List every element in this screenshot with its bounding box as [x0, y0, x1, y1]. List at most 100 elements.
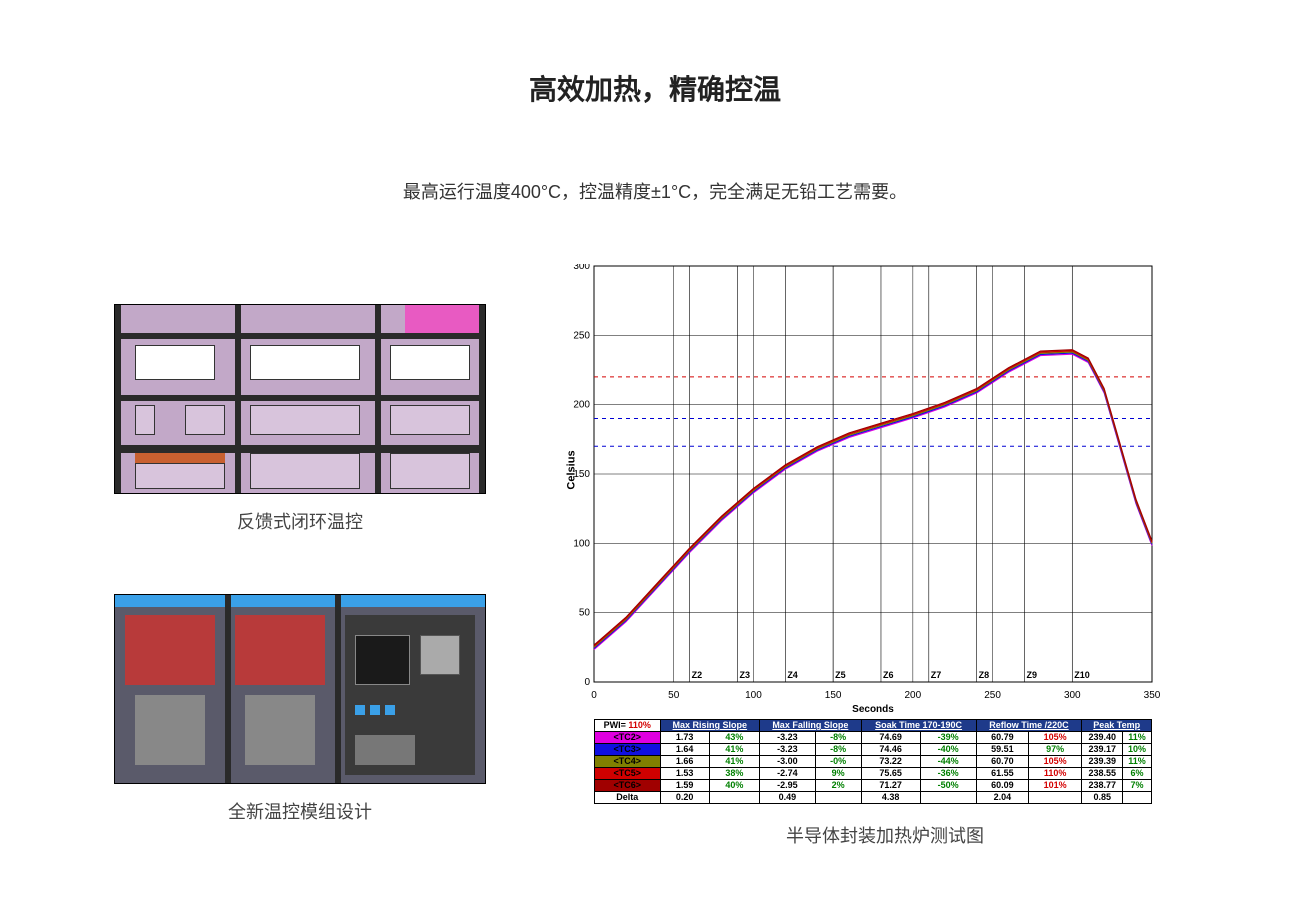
table-cell: 238.77	[1082, 780, 1123, 792]
table-cell: 1.66	[660, 756, 709, 768]
table-row: <TC5>1.5338%-2.749%75.65-36%61.55110%238…	[595, 768, 1152, 780]
svg-text:Z7: Z7	[931, 670, 942, 680]
tc-label: <TC3>	[595, 744, 661, 756]
svg-text:250: 250	[573, 330, 590, 341]
reflow-chart: Celsius 050100150200250300350Z2Z3Z4Z5Z6Z…	[560, 264, 1160, 704]
image-1-caption: 反馈式闭环温控	[100, 508, 500, 534]
left-column: 反馈式闭环温控 全新温控模组设计	[100, 264, 500, 848]
pwi-label: PWI=	[604, 720, 626, 730]
table-cell: 105%	[1029, 732, 1082, 744]
svg-text:0: 0	[591, 690, 597, 701]
table-cell: 40%	[709, 780, 759, 792]
table-cell: -2.95	[760, 780, 816, 792]
table-cell: 41%	[709, 756, 759, 768]
table-cell: -0%	[815, 756, 861, 768]
table-cell: -50%	[920, 780, 976, 792]
table-cell: -8%	[815, 744, 861, 756]
svg-text:300: 300	[573, 264, 590, 272]
table-cell: -39%	[920, 732, 976, 744]
table-row: <TC6>1.5940%-2.952%71.27-50%60.09101%238…	[595, 780, 1152, 792]
table-cell: 6%	[1123, 768, 1152, 780]
y-axis-label: Celsius	[566, 450, 578, 489]
table-cell: 238.55	[1082, 768, 1123, 780]
chart-svg: 050100150200250300350Z2Z3Z4Z5Z6Z7Z8Z9Z10…	[560, 264, 1160, 704]
table-cell: 73.22	[861, 756, 920, 768]
table-cell: 9%	[815, 768, 861, 780]
table-row: <TC2>1.7343%-3.23-8%74.69-39%60.79105%23…	[595, 732, 1152, 744]
table-delta-row: Delta0.200.494.382.040.85	[595, 792, 1152, 804]
table-cell: -44%	[920, 756, 976, 768]
table-cell: 0.85	[1082, 792, 1123, 804]
table-cell: 1.73	[660, 732, 709, 744]
table-cell: -8%	[815, 732, 861, 744]
svg-text:300: 300	[1064, 690, 1081, 701]
table-header: Soak Time 170-190C	[861, 720, 976, 732]
table-header: Peak Temp	[1082, 720, 1152, 732]
table-row: <TC4>1.6641%-3.00-0%73.22-44%60.70105%23…	[595, 756, 1152, 768]
table-cell: -3.00	[760, 756, 816, 768]
table-cell: 41%	[709, 744, 759, 756]
table-cell: 2.04	[976, 792, 1028, 804]
table-cell: 110%	[1029, 768, 1082, 780]
table-cell: 239.40	[1082, 732, 1123, 744]
table-cell: 38%	[709, 768, 759, 780]
table-cell: 74.46	[861, 744, 920, 756]
schematic-image-2	[114, 594, 486, 784]
table-cell: -2.74	[760, 768, 816, 780]
table-row: <TC3>1.6441%-3.23-8%74.46-40%59.5197%239…	[595, 744, 1152, 756]
tc-label: <TC6>	[595, 780, 661, 792]
table-cell: 11%	[1123, 756, 1152, 768]
table-cell: 75.65	[861, 768, 920, 780]
image-2-caption: 全新温控模组设计	[100, 798, 500, 824]
table-header: Max Rising Slope	[660, 720, 760, 732]
table-cell: 1.53	[660, 768, 709, 780]
svg-text:50: 50	[668, 690, 680, 701]
table-cell	[1029, 792, 1082, 804]
svg-text:0: 0	[584, 677, 590, 688]
table-cell: 239.39	[1082, 756, 1123, 768]
chart-caption: 半导体封装加热炉测试图	[560, 822, 1210, 848]
table-cell: 239.17	[1082, 744, 1123, 756]
svg-text:Z4: Z4	[787, 670, 798, 680]
table-cell: 71.27	[861, 780, 920, 792]
table-cell: 60.09	[976, 780, 1028, 792]
table-cell: -3.23	[760, 732, 816, 744]
svg-text:Z5: Z5	[835, 670, 846, 680]
table-cell: 61.55	[976, 768, 1028, 780]
svg-text:250: 250	[984, 690, 1001, 701]
table-cell	[815, 792, 861, 804]
tc-label: <TC4>	[595, 756, 661, 768]
tc-label: <TC5>	[595, 768, 661, 780]
table-header: Max Falling Slope	[760, 720, 861, 732]
table-cell: 43%	[709, 732, 759, 744]
svg-text:350: 350	[1144, 690, 1160, 701]
table-cell: 4.38	[861, 792, 920, 804]
svg-text:Z6: Z6	[883, 670, 894, 680]
table-cell	[920, 792, 976, 804]
x-axis-label: Seconds	[594, 704, 1152, 715]
svg-text:200: 200	[905, 690, 922, 701]
svg-text:100: 100	[745, 690, 762, 701]
table-cell: 60.70	[976, 756, 1028, 768]
table-cell: 10%	[1123, 744, 1152, 756]
table-cell: 2%	[815, 780, 861, 792]
page-subtitle: 最高运行温度400°C，控温精度±1°C，完全满足无铅工艺需要。	[0, 108, 1310, 204]
svg-text:150: 150	[825, 690, 842, 701]
table-header: Reflow Time /220C	[976, 720, 1082, 732]
svg-text:Z9: Z9	[1026, 670, 1037, 680]
table-cell: 1.64	[660, 744, 709, 756]
tc-label: <TC2>	[595, 732, 661, 744]
svg-text:Z2: Z2	[692, 670, 703, 680]
svg-text:Z10: Z10	[1074, 670, 1090, 680]
table-cell: 60.79	[976, 732, 1028, 744]
profile-data-table: PWI= 110% Max Rising SlopeMax Falling Slo…	[594, 719, 1152, 804]
right-column: Celsius 050100150200250300350Z2Z3Z4Z5Z6Z…	[500, 264, 1210, 848]
table-cell: 11%	[1123, 732, 1152, 744]
svg-text:100: 100	[573, 538, 590, 549]
table-cell	[709, 792, 759, 804]
table-cell	[1123, 792, 1152, 804]
content-area: 反馈式闭环温控 全新温控模组设计 Celsius 050100150200250…	[0, 204, 1310, 848]
table-cell: -3.23	[760, 744, 816, 756]
svg-text:50: 50	[579, 608, 591, 619]
table-cell: 74.69	[861, 732, 920, 744]
